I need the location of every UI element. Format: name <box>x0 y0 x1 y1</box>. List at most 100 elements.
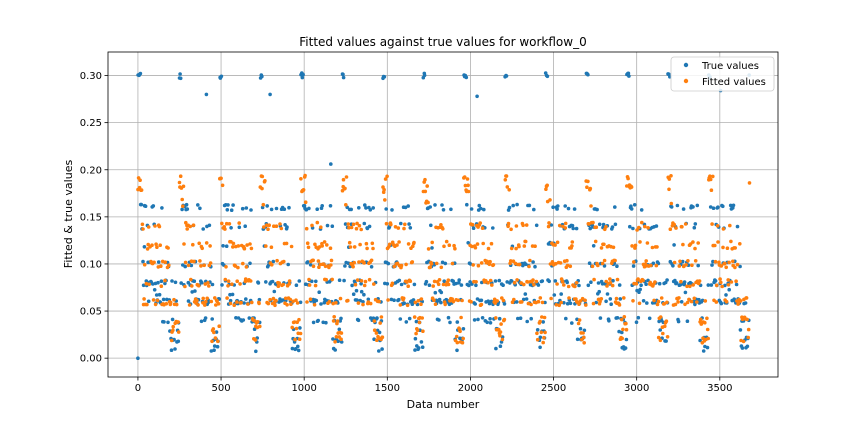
true-value-point <box>672 243 676 247</box>
true-value-point <box>471 226 476 230</box>
fitted-value-point <box>208 244 212 248</box>
fitted-value-point <box>377 299 381 304</box>
fitted-value-point <box>423 189 428 194</box>
fitted-value-point <box>677 264 682 268</box>
fitted-value-point <box>677 296 681 300</box>
fitted-value-point <box>387 242 392 247</box>
true-value-point <box>473 302 478 306</box>
x-axis-label: Data number <box>407 398 480 411</box>
true-value-point <box>180 207 184 212</box>
true-value-point <box>586 72 590 77</box>
true-value-point <box>577 283 581 288</box>
fitted-value-point <box>171 324 175 329</box>
true-value-point <box>527 203 532 208</box>
true-value-point <box>361 300 365 304</box>
fitted-value-point <box>292 320 297 324</box>
fitted-value-point <box>624 327 629 332</box>
true-value-point <box>215 344 220 349</box>
true-value-point <box>446 315 451 320</box>
fitted-value-point <box>568 264 573 269</box>
true-value-point <box>711 206 716 210</box>
true-value-point <box>397 278 402 283</box>
true-value-point <box>449 207 453 212</box>
fitted-value-point <box>684 263 688 267</box>
fitted-value-point <box>636 277 640 281</box>
fitted-value-point <box>451 299 456 304</box>
true-value-point <box>219 74 224 79</box>
true-value-point <box>514 300 519 304</box>
true-value-point <box>676 319 681 324</box>
true-value-point <box>680 259 685 264</box>
fitted-value-point <box>352 245 357 249</box>
fitted-value-point <box>679 279 683 284</box>
fitted-value-point <box>204 241 209 245</box>
true-value-point <box>709 283 714 287</box>
fitted-value-point <box>596 263 600 268</box>
true-value-point <box>356 318 361 323</box>
fitted-value-point <box>312 303 317 307</box>
fitted-value-point <box>480 226 485 230</box>
fitted-value-point <box>634 281 639 286</box>
fitted-value-point <box>574 281 579 285</box>
true-value-point <box>469 207 474 211</box>
true-value-point <box>170 279 174 283</box>
fitted-value-point <box>703 299 708 303</box>
true-value-point <box>192 279 197 284</box>
true-value-point <box>598 316 603 320</box>
fitted-value-point <box>151 298 156 302</box>
chart-title: Fitted values against true values for wo… <box>299 35 586 49</box>
fitted-value-point <box>344 203 348 207</box>
true-value-point <box>260 205 265 210</box>
true-value-point <box>628 224 632 229</box>
fitted-value-point <box>147 282 151 287</box>
fitted-value-point <box>293 337 297 342</box>
fitted-value-point <box>415 328 420 333</box>
true-value-point <box>556 204 560 208</box>
fitted-value-point <box>455 340 460 345</box>
true-value-point <box>620 330 624 335</box>
fitted-value-point <box>223 227 227 231</box>
fitted-value-point <box>168 300 173 305</box>
true-value-point <box>193 289 197 293</box>
fitted-value-point <box>726 283 731 287</box>
legend-marker-fitted-values <box>683 78 689 84</box>
true-value-point <box>675 203 680 208</box>
true-value-point <box>595 207 599 212</box>
fitted-value-point <box>658 338 663 343</box>
true-value-point <box>248 261 252 266</box>
fitted-value-point <box>524 223 529 227</box>
fitted-value-point <box>706 336 710 341</box>
fitted-value-point <box>476 263 481 268</box>
true-value-point <box>184 202 189 207</box>
true-value-point <box>422 73 427 78</box>
fitted-value-point <box>153 224 157 228</box>
fitted-value-point <box>274 224 279 228</box>
fitted-value-point <box>283 296 288 301</box>
true-value-point <box>549 223 554 227</box>
fitted-value-point <box>454 334 459 339</box>
fitted-value-point <box>212 330 216 335</box>
fitted-value-point <box>713 243 717 248</box>
fitted-value-point <box>266 301 271 306</box>
true-value-point <box>597 222 602 227</box>
fitted-value-point <box>725 246 730 250</box>
fitted-value-point <box>521 223 525 228</box>
true-value-point <box>440 203 444 207</box>
fitted-value-point <box>413 300 418 305</box>
fitted-value-point <box>716 240 720 244</box>
fitted-value-point <box>664 319 669 324</box>
true-value-point <box>210 317 214 321</box>
fitted-value-point <box>729 280 734 284</box>
fitted-value-point <box>421 329 425 334</box>
true-value-point <box>698 338 702 343</box>
true-value-point <box>570 321 574 325</box>
true-value-point <box>240 206 245 211</box>
true-value-point <box>377 349 381 353</box>
true-value-point <box>389 297 394 302</box>
true-value-point <box>479 206 483 211</box>
fitted-value-point <box>506 224 510 229</box>
true-value-point <box>328 204 333 208</box>
data-points <box>136 71 752 361</box>
fitted-value-point <box>196 283 201 288</box>
true-value-point <box>310 279 314 284</box>
